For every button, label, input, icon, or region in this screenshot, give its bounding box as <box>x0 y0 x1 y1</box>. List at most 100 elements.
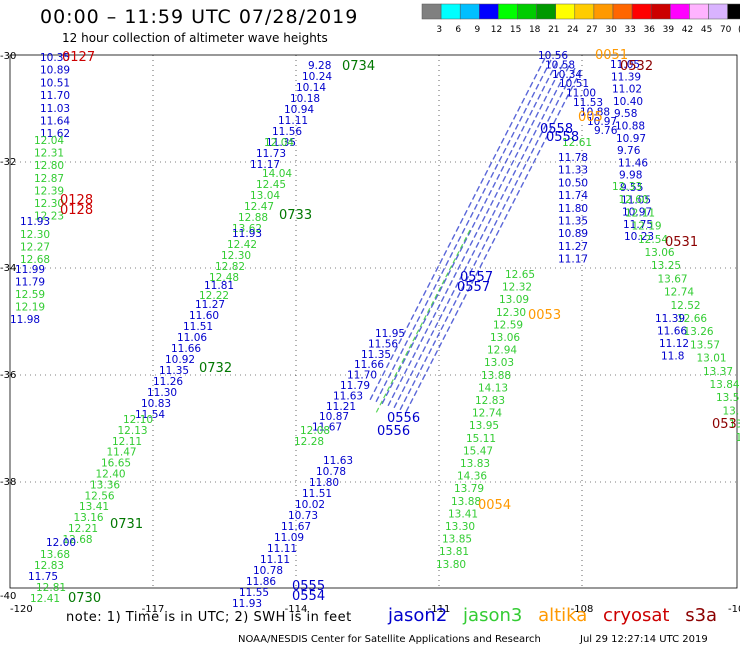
wave-height-value: 11.67 <box>281 521 311 533</box>
wave-height-value: 10.50 <box>558 177 588 189</box>
pass-time-label: 005 <box>578 110 603 125</box>
latitude-label: -30 <box>0 51 16 62</box>
wave-height-value: 11.73 <box>256 148 286 160</box>
track-overlap-line <box>387 63 564 407</box>
wave-height-value: 12.65 <box>505 269 535 281</box>
footer-timestamp: Jul 29 12:27:14 UTC 2019 <box>580 634 708 645</box>
wave-height-value: 11.86 <box>246 576 276 588</box>
wave-height-value: 11.98 <box>10 314 40 326</box>
wave-height-value: 13.41 <box>448 508 478 520</box>
wave-track: 11.81 <box>204 280 234 292</box>
wave-height-value: 11.80 <box>309 477 339 489</box>
wave-height-value: 11.17 <box>558 254 588 266</box>
wave-height-value: 11.27 <box>195 299 225 311</box>
pass-time-label: 0733 <box>279 208 312 223</box>
track-overlap-line <box>375 59 552 403</box>
wave-height-value: 9.76 <box>594 125 618 137</box>
wave-height-value: 12.60 <box>619 194 649 206</box>
wave-height-value: 11.00 <box>566 88 596 100</box>
legend-cryosat: cryosat <box>603 605 670 626</box>
wave-height-value: 11.93 <box>20 216 50 228</box>
wave-track: 11.9511.5611.3511.6611.7011.7911.6311.21… <box>312 328 405 434</box>
wave-height-value: 11.75 <box>623 219 653 231</box>
wave-height-value: 13.88 <box>481 370 511 382</box>
wave-height-value: 11.46 <box>618 157 648 169</box>
wave-height-value: 11.66 <box>354 359 384 371</box>
wave-height-value: 12.80 <box>34 160 64 172</box>
wave-track: 11.93 <box>232 228 262 240</box>
pass-time-label: 0554 <box>292 589 325 604</box>
latitude-label: -36 <box>0 370 16 381</box>
wave-height-value: 10.89 <box>40 65 70 77</box>
wave-track: 10.5610.5810.3410.5111.0011.5310.8810.97… <box>538 50 618 137</box>
wave-height-value: 14.36 <box>457 471 487 483</box>
wave-height-value: 12.59 <box>493 319 523 331</box>
wave-height-value: 12.74 <box>664 287 694 299</box>
wave-height-value: 9.98 <box>619 170 642 182</box>
wave-height-value: 11.66 <box>657 326 687 338</box>
wave-height-value: 12.83 <box>475 395 505 407</box>
pass-time-label: 0730 <box>68 591 101 606</box>
wave-height-value: 11.55 <box>239 587 269 599</box>
wave-height-value: 12.19 <box>15 302 45 314</box>
wave-height-value: 11.51 <box>183 321 213 333</box>
wave-height-value: 10.97 <box>587 116 617 128</box>
wave-height-value: 12.45 <box>256 179 286 191</box>
color-tick-label: 6 <box>455 25 461 35</box>
wave-height-value: 11.21 <box>326 401 356 413</box>
wave-height-value: 11.35 <box>159 365 189 377</box>
wave-height-value: 11.67 <box>312 422 342 434</box>
wave-height-value: 13.01 <box>697 353 727 365</box>
wave-height-value: 13.92 <box>729 419 740 431</box>
wave-height-value: 10.83 <box>141 398 171 410</box>
wave-height-value: 11.06 <box>177 332 207 344</box>
wave-height-value: 10.24 <box>302 71 332 83</box>
wave-height-value: 11.39 <box>655 313 685 325</box>
wave-track: 12.00 <box>46 537 76 549</box>
wave-height-value: 11.80 <box>558 203 588 215</box>
legend-s3a: s3a <box>685 605 718 626</box>
wave-height-value: 11.63 <box>323 455 353 467</box>
wave-height-value: 12.30 <box>34 198 64 210</box>
wave-height-value: 11.74 <box>558 190 588 202</box>
wave-height-value: 12.47 <box>244 201 274 213</box>
wave-height-value: 12.61 <box>562 137 592 149</box>
wave-height-value: 11.26 <box>153 376 183 388</box>
wave-height-value: 12.48 <box>209 272 239 284</box>
wave-track: 12.61 <box>562 137 592 149</box>
latitude-label: -40 <box>0 591 16 602</box>
wave-track: 12.1012.1312.1111.4716.6512.4013.3612.56… <box>63 414 154 546</box>
pass-time-label: 0556 <box>377 424 410 439</box>
wave-height-value: 9.28 <box>308 60 331 72</box>
map-frame <box>9 54 738 589</box>
wave-height-value: 11.05 <box>621 194 651 206</box>
pass-time-label: 0558 <box>546 130 579 145</box>
wave-height-value: 12.39 <box>34 185 64 197</box>
wave-height-value: 11.93 <box>232 598 262 610</box>
wave-height-value: 11.33 <box>558 165 588 177</box>
wave-height-value: 13.37 <box>703 366 733 378</box>
color-tick-label: 33 <box>624 25 635 35</box>
wave-height-value: 10.97 <box>622 207 652 219</box>
wave-height-value: 12.40 <box>96 469 126 481</box>
wave-height-value: 10.51 <box>559 78 589 90</box>
longitude-label: -114 <box>285 604 308 615</box>
pass-time-label: 0053 <box>528 308 561 323</box>
wave-height-value: 10.89 <box>558 228 588 240</box>
latitude-label: -32 <box>0 157 16 168</box>
wave-height-value: 12.66 <box>677 313 707 325</box>
wave-height-value: 11.81 <box>204 280 234 292</box>
wave-height-value: 11.35 <box>266 137 296 149</box>
wave-height-value: 12.33 <box>612 181 642 193</box>
wave-height-value: 11.8 <box>661 351 684 363</box>
wave-height-value: 9.76 <box>617 145 641 157</box>
wave-height-value: 12.23 <box>34 211 64 223</box>
